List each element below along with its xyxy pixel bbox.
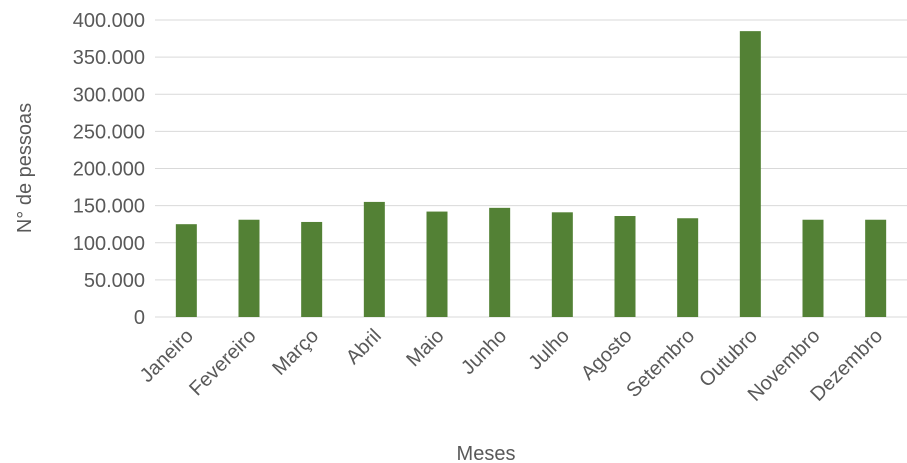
y-tick-label: 100.000 [73, 233, 145, 255]
x-tick-label: Julho [525, 325, 574, 374]
y-tick-label: 50.000 [84, 270, 145, 292]
x-axis-title: Meses [457, 443, 516, 463]
y-tick-label: 150.000 [73, 196, 145, 218]
y-axis-tick-labels: 0 50.000 100.000 150.000 200.000 250.000 300.0… [73, 10, 145, 329]
x-tick-label: Setembro [622, 325, 699, 402]
bar-novembro [802, 219, 824, 317]
bar-junho [489, 207, 511, 317]
bar-fevereiro [238, 219, 260, 317]
x-tick-label: Abril [342, 325, 386, 369]
y-tick-label: 400.000 [73, 10, 145, 32]
bar-abril [363, 201, 385, 317]
x-tick-label: Janeiro [136, 325, 198, 387]
x-tick-label: Fevereiro [185, 325, 260, 400]
bars [175, 31, 887, 317]
y-tick-label: 250.000 [73, 121, 145, 143]
bar-agosto [614, 216, 636, 317]
gridlines [155, 19, 907, 318]
y-tick-label: 200.000 [73, 159, 145, 181]
x-tick-label: Agosto [577, 325, 637, 385]
bar-janeiro [175, 224, 197, 317]
bar-dezembro [865, 219, 887, 317]
bar-maio [426, 211, 448, 317]
x-tick-label: Maio [402, 325, 448, 371]
bar-setembro [677, 218, 699, 317]
x-tick-label: Março [268, 325, 323, 380]
x-tick-label: Junho [457, 325, 511, 379]
y-tick-label: 0 [134, 307, 145, 329]
bar-julho [551, 212, 573, 317]
y-axis-title: N° de pessoas [14, 103, 36, 233]
y-tick-label: 350.000 [73, 47, 145, 69]
bar-mar-o [301, 221, 323, 317]
bar-outubro [739, 31, 761, 317]
y-tick-label: 300.000 [73, 84, 145, 106]
